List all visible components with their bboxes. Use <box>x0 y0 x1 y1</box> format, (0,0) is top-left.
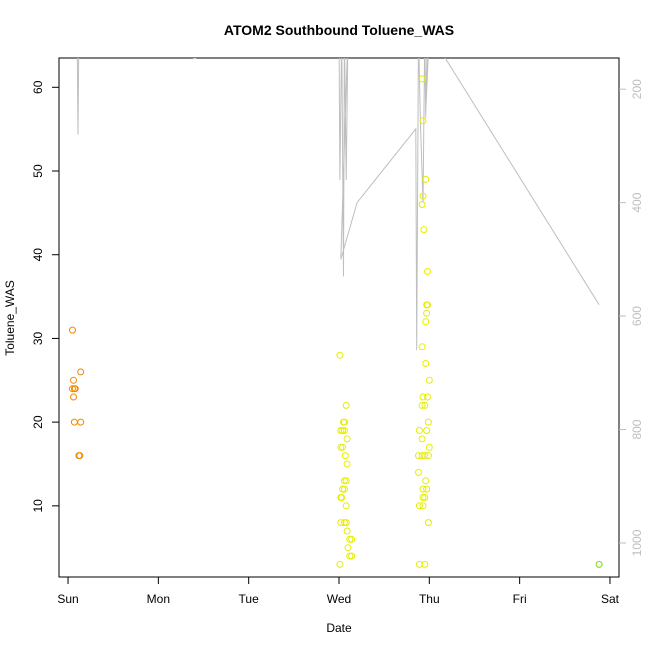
data-point <box>76 452 84 460</box>
data-point <box>418 435 426 443</box>
data-point <box>421 452 429 460</box>
data-point <box>340 485 348 493</box>
data-point <box>419 393 427 401</box>
y-axis-label: Toluene_WAS <box>3 280 17 356</box>
data-point <box>341 452 349 460</box>
y-tick-label: 20 <box>31 415 45 429</box>
y-tick-label: 60 <box>31 80 45 94</box>
data-point <box>77 418 85 426</box>
data-point <box>415 502 423 510</box>
data-point <box>344 544 352 552</box>
y-tick-label: 30 <box>31 331 45 345</box>
data-point <box>342 477 350 485</box>
data-point <box>69 385 76 393</box>
data-point <box>342 519 350 527</box>
data-point <box>424 418 432 426</box>
y2-tick-label: 400 <box>630 192 644 212</box>
data-point <box>423 309 431 317</box>
data-point <box>423 301 431 309</box>
data-point <box>415 468 422 476</box>
data-point <box>339 443 347 451</box>
data-point <box>336 351 344 359</box>
data-point <box>342 401 350 409</box>
x-axis-label: Date <box>326 621 352 635</box>
x-tick-label: Fri <box>513 592 527 606</box>
data-point <box>415 427 423 434</box>
data-point <box>419 485 427 493</box>
y2-tick-label: 600 <box>630 306 644 326</box>
x-tick-label: Tue <box>239 592 260 606</box>
data-point <box>421 494 429 501</box>
chart-title: ATOM2 Southbound Toluene_WAS <box>224 22 454 38</box>
data-point <box>422 360 430 367</box>
y2-tick-label: 1000 <box>630 529 644 556</box>
data-point <box>348 552 356 560</box>
data-point <box>595 560 603 568</box>
data-point <box>425 443 433 451</box>
data-point <box>342 502 350 510</box>
x-tick-label: Sun <box>57 592 78 606</box>
data-point <box>343 527 351 535</box>
data-point <box>69 326 76 334</box>
data-point <box>421 401 429 409</box>
data-point <box>423 427 431 434</box>
data-point <box>415 560 423 568</box>
data-point <box>71 385 79 393</box>
data-point <box>421 560 429 568</box>
data-point <box>419 502 427 510</box>
x-tick-label: Thu <box>419 592 440 606</box>
y2-tick-label: 200 <box>630 79 644 99</box>
data-point <box>422 477 430 485</box>
data-point <box>336 560 344 568</box>
data-point <box>418 343 426 351</box>
data-point <box>420 226 428 234</box>
data-point <box>424 519 432 527</box>
data-point <box>424 393 431 401</box>
data-point <box>425 376 433 384</box>
trace-line <box>76 58 600 351</box>
data-point <box>419 117 427 125</box>
data-point <box>77 368 85 376</box>
data-point <box>338 494 346 501</box>
y-tick-label: 50 <box>31 164 45 178</box>
data-point <box>418 201 426 208</box>
x-tick-label: Mon <box>147 592 170 606</box>
data-point <box>337 519 345 527</box>
data-point <box>343 435 351 443</box>
data-point <box>424 452 432 460</box>
data-point <box>419 192 427 200</box>
data-point <box>422 318 430 326</box>
data-point <box>348 535 356 543</box>
plot-area: Sun Mon Tue Wed Thu Fri Sat 10 20 30 40 50 60 200 400 6… <box>31 57 644 606</box>
y-tick-label: 10 <box>31 499 45 513</box>
data-point <box>422 175 430 183</box>
data-point <box>70 393 77 401</box>
data-point <box>343 460 351 468</box>
x-tick-label: Wed <box>327 592 351 606</box>
data-point <box>424 268 431 275</box>
data-point <box>70 418 78 426</box>
data-point <box>418 401 426 409</box>
y-tick-label: 40 <box>31 248 45 262</box>
data-point <box>340 427 348 434</box>
y2-tick-label: 800 <box>630 419 644 439</box>
data-point <box>70 376 77 384</box>
x-tick-label: Sat <box>601 592 620 606</box>
data-point <box>423 485 431 493</box>
data-point <box>418 75 426 83</box>
data-point <box>340 418 348 426</box>
